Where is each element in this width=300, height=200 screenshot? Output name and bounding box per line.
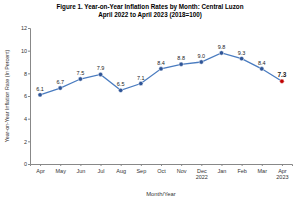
- y-tick-label: 12: [21, 25, 27, 31]
- x-tick-label: May: [56, 168, 67, 174]
- x-tick-mark: [282, 164, 283, 166]
- y-tick-mark: [28, 164, 30, 165]
- x-tick-mark: [101, 164, 102, 166]
- y-axis: 0 2 4 6 8 10 12: [21, 25, 31, 167]
- marker: [280, 79, 284, 83]
- x-tick-label: Apr2023: [276, 168, 288, 180]
- data-label: 8.4: [258, 60, 266, 66]
- y-tick-label: 2: [24, 139, 27, 145]
- y-tick: 2: [24, 139, 30, 145]
- data-label: 9.0: [197, 53, 205, 59]
- y-tick-mark: [28, 119, 30, 120]
- x-tick-label: Mar: [258, 168, 268, 174]
- data-label: 6.1: [36, 86, 44, 92]
- x-tick-mark: [60, 164, 61, 166]
- y-tick: 4: [24, 116, 30, 122]
- marker: [118, 88, 122, 92]
- x-tick-mark: [80, 164, 81, 166]
- data-label: 9.3: [238, 50, 246, 56]
- x-tick-label: Jul: [98, 168, 105, 174]
- y-tick-label: 10: [21, 48, 27, 54]
- y-axis-title: Year-on-Year Inflation Rate (In Percent): [4, 49, 10, 142]
- marker: [139, 81, 143, 85]
- data-label: 6.7: [56, 79, 64, 85]
- y-tick-mark: [28, 141, 30, 142]
- title: Figure 1. Year-on-Year Inflation Rates b…: [56, 3, 243, 11]
- x-tick: Apr2023: [276, 164, 288, 180]
- x-axis-title: Month/Year: [146, 191, 176, 197]
- y-tick-mark: [28, 96, 30, 97]
- y-tick: 0: [24, 161, 30, 167]
- subtitle: April 2022 to April 2023 (2018=100): [98, 11, 202, 19]
- y-tick: 12: [21, 25, 30, 31]
- chart: Figure 1. Year-on-Year Inflation Rates b…: [0, 0, 300, 200]
- marker: [38, 93, 42, 97]
- x-tick: Apr: [36, 164, 45, 174]
- y-tick-label: 0: [24, 161, 27, 167]
- x-axis: Apr May Jun Jul Aug Sep Oct Nov Dec2022 Jan Feb Mar…: [31, 164, 293, 180]
- x-tick: Jan: [218, 164, 227, 174]
- x-tick-label: Jan: [218, 168, 227, 174]
- x-tick-mark: [221, 164, 222, 166]
- y-axis-line: [28, 29, 31, 165]
- y-tick-label: 8: [24, 71, 27, 77]
- x-tick-label: Apr: [36, 168, 45, 174]
- marker: [260, 67, 264, 71]
- x-tick: Mar: [258, 164, 268, 174]
- y-tick: 6: [24, 93, 30, 99]
- x-tick-label: Aug: [116, 168, 126, 174]
- x-tick-mark: [40, 164, 41, 166]
- y-tick-mark: [28, 73, 30, 74]
- x-tick: Nov: [177, 164, 187, 174]
- y-tick-mark: [28, 28, 30, 29]
- marker: [98, 72, 102, 76]
- x-tick-label: Nov: [177, 168, 187, 174]
- marker: [239, 56, 243, 60]
- data-label: 7.3: [277, 71, 286, 78]
- x-tick: Dec2022: [196, 164, 208, 180]
- marker: [58, 86, 62, 90]
- y-tick-label: 6: [24, 93, 27, 99]
- data-labels: 6.1 6.7 7.5 7.9 6.5 7.1 8.4 8.8 9.0 9.8 9.3 8.4 7.3: [36, 44, 287, 92]
- data-label: 7.5: [77, 70, 85, 76]
- x-tick-label: Dec2022: [196, 168, 208, 180]
- data-label: 8.4: [157, 60, 165, 66]
- x-tick-mark: [141, 164, 142, 166]
- x-tick: Jun: [76, 164, 85, 174]
- x-tick-mark: [161, 164, 162, 166]
- data-label: 7.1: [137, 75, 145, 81]
- x-tick-label: Oct: [157, 168, 166, 174]
- y-tick: 10: [21, 48, 30, 54]
- x-tick-label: Jun: [76, 168, 85, 174]
- x-tick: Aug: [116, 164, 126, 174]
- data-label: 8.8: [177, 55, 185, 61]
- y-tick-label: 4: [24, 116, 27, 122]
- y-tick: 8: [24, 71, 30, 77]
- plot: 0 2 4 6 8 10 12 Apr May Jun Jul Aug Sep Oct Nov Dec2022…: [21, 25, 293, 180]
- x-tick-label: Sep: [136, 168, 146, 174]
- x-tick: Jul: [98, 164, 105, 174]
- marker: [179, 62, 183, 66]
- marker: [219, 51, 223, 55]
- x-tick-mark: [121, 164, 122, 166]
- x-tick: Sep: [136, 164, 146, 174]
- data-label: 6.5: [117, 81, 125, 87]
- marker: [78, 77, 82, 81]
- x-tick-mark: [242, 164, 243, 166]
- marks: [38, 51, 284, 97]
- x-tick: May: [56, 164, 67, 174]
- x-tick-mark: [201, 164, 202, 166]
- marker: [159, 67, 163, 71]
- x-tick: Feb: [237, 164, 246, 174]
- marker: [199, 60, 203, 64]
- x-tick-mark: [262, 164, 263, 166]
- data-label: 7.9: [97, 65, 105, 71]
- x-axis-line: [31, 165, 293, 167]
- data-label: 9.8: [218, 44, 226, 50]
- y-tick-mark: [28, 51, 30, 52]
- x-tick-label: Feb: [237, 168, 246, 174]
- x-tick-mark: [181, 164, 182, 166]
- x-tick: Oct: [157, 164, 166, 174]
- line: [40, 53, 282, 95]
